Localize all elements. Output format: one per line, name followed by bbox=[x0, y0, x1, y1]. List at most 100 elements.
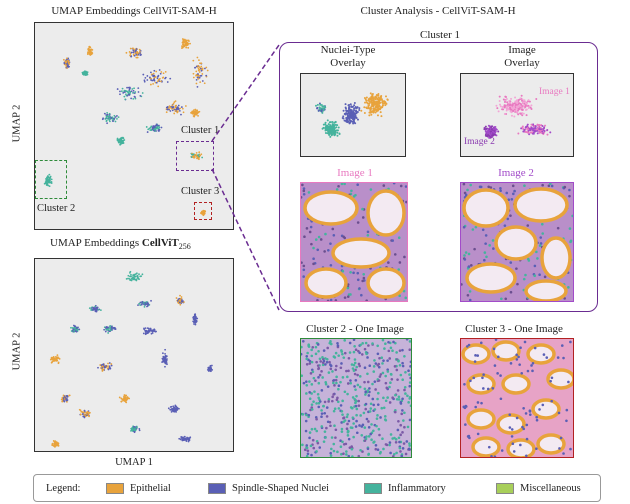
nucleus bbox=[303, 448, 307, 452]
nucleus bbox=[358, 351, 361, 355]
nucleus bbox=[407, 447, 411, 451]
nucleus bbox=[342, 416, 345, 420]
nucleus bbox=[484, 234, 488, 237]
embedding-point bbox=[197, 77, 200, 80]
nucleus bbox=[399, 423, 403, 427]
nucleus bbox=[316, 364, 320, 367]
nucleus bbox=[408, 418, 411, 422]
embedding-point bbox=[536, 132, 539, 135]
nucleus bbox=[337, 387, 340, 391]
nucleus bbox=[330, 436, 334, 439]
embedding-point bbox=[201, 156, 204, 159]
embedding-point bbox=[532, 129, 535, 132]
embedding-point bbox=[129, 54, 131, 57]
overlay-image1-label: Image 1 bbox=[539, 87, 570, 97]
nucleus bbox=[337, 354, 341, 357]
nucleus bbox=[375, 424, 378, 428]
nucleus bbox=[379, 373, 383, 376]
nucleus bbox=[509, 261, 513, 264]
embedding-point bbox=[176, 111, 179, 114]
embedding-point bbox=[156, 126, 159, 129]
embedding-point bbox=[89, 411, 91, 414]
embedding-point bbox=[144, 327, 147, 330]
embedding-point bbox=[185, 42, 187, 45]
embedding-point bbox=[107, 368, 110, 371]
embedding-point bbox=[321, 111, 324, 114]
nucleus bbox=[395, 351, 398, 354]
nucleus bbox=[353, 358, 357, 361]
nucleus bbox=[373, 440, 376, 444]
embedding-point bbox=[125, 277, 128, 280]
embedding-point bbox=[179, 438, 182, 441]
nucleus bbox=[330, 447, 333, 451]
embedding-point bbox=[139, 301, 142, 304]
embedding-point bbox=[102, 117, 105, 120]
embedding-point bbox=[164, 361, 166, 364]
embedding-point bbox=[97, 308, 100, 311]
embedding-point bbox=[150, 329, 152, 332]
nucleus bbox=[368, 387, 371, 390]
embedding-point bbox=[352, 118, 355, 121]
nucleus bbox=[352, 369, 356, 372]
nucleus bbox=[319, 360, 323, 363]
nucleus bbox=[557, 411, 561, 415]
nucleus bbox=[401, 431, 404, 434]
embedding-point bbox=[195, 70, 198, 73]
nucleus bbox=[341, 399, 344, 403]
embedding-point bbox=[345, 118, 348, 121]
nucleus bbox=[472, 376, 476, 380]
nucleus bbox=[535, 447, 538, 451]
gland-crypt bbox=[536, 433, 566, 455]
nucleus bbox=[327, 371, 331, 374]
nucleus bbox=[397, 420, 400, 423]
nucleus bbox=[484, 242, 487, 245]
nucleus bbox=[549, 379, 552, 383]
embedding-point bbox=[206, 69, 209, 72]
embedding-point bbox=[174, 407, 177, 410]
embedding-point bbox=[111, 327, 113, 329]
embedding-point bbox=[510, 108, 513, 111]
nucleus bbox=[382, 396, 385, 400]
embedding-point bbox=[326, 132, 329, 135]
embedding-point bbox=[324, 129, 327, 132]
embedding-point bbox=[534, 130, 537, 133]
embedding-point bbox=[381, 104, 384, 107]
embedding-point bbox=[148, 330, 151, 333]
nucleus bbox=[388, 385, 391, 389]
legend: Legend: Epithelial Spindle-Shaped Nuclei… bbox=[33, 474, 601, 502]
nucleus bbox=[310, 242, 313, 246]
nucleus bbox=[313, 427, 317, 431]
embedding-point bbox=[371, 93, 374, 96]
nucleus bbox=[398, 363, 402, 367]
nucleus bbox=[392, 183, 396, 185]
embedding-point bbox=[336, 129, 339, 132]
embedding-point bbox=[174, 100, 177, 103]
embedding-point bbox=[321, 105, 324, 108]
nucleus bbox=[474, 354, 477, 357]
embedding-point bbox=[164, 352, 166, 355]
nucleus bbox=[325, 415, 329, 418]
embedding-point bbox=[520, 94, 523, 97]
embedding-point bbox=[370, 113, 373, 116]
nucleus bbox=[518, 363, 521, 366]
embedding-point bbox=[165, 355, 168, 358]
nucleus bbox=[519, 443, 522, 447]
nucleus bbox=[345, 453, 348, 456]
nucleus bbox=[381, 437, 384, 441]
embedding-point bbox=[520, 99, 523, 102]
embedding-point bbox=[55, 356, 58, 358]
embedding-point bbox=[344, 113, 347, 116]
nucleus bbox=[383, 415, 387, 418]
nucleus bbox=[352, 271, 355, 275]
nucleus bbox=[361, 423, 365, 427]
embedding-point bbox=[89, 52, 91, 55]
nucleus bbox=[525, 454, 528, 457]
embedding-point bbox=[200, 65, 203, 68]
embedding-point bbox=[326, 119, 329, 122]
nucleus bbox=[316, 392, 320, 396]
nucleus bbox=[346, 434, 350, 437]
umap-sam-scatter bbox=[43, 38, 209, 217]
nucleus bbox=[384, 381, 388, 385]
nucleus bbox=[327, 400, 330, 403]
embedding-point bbox=[501, 108, 504, 111]
